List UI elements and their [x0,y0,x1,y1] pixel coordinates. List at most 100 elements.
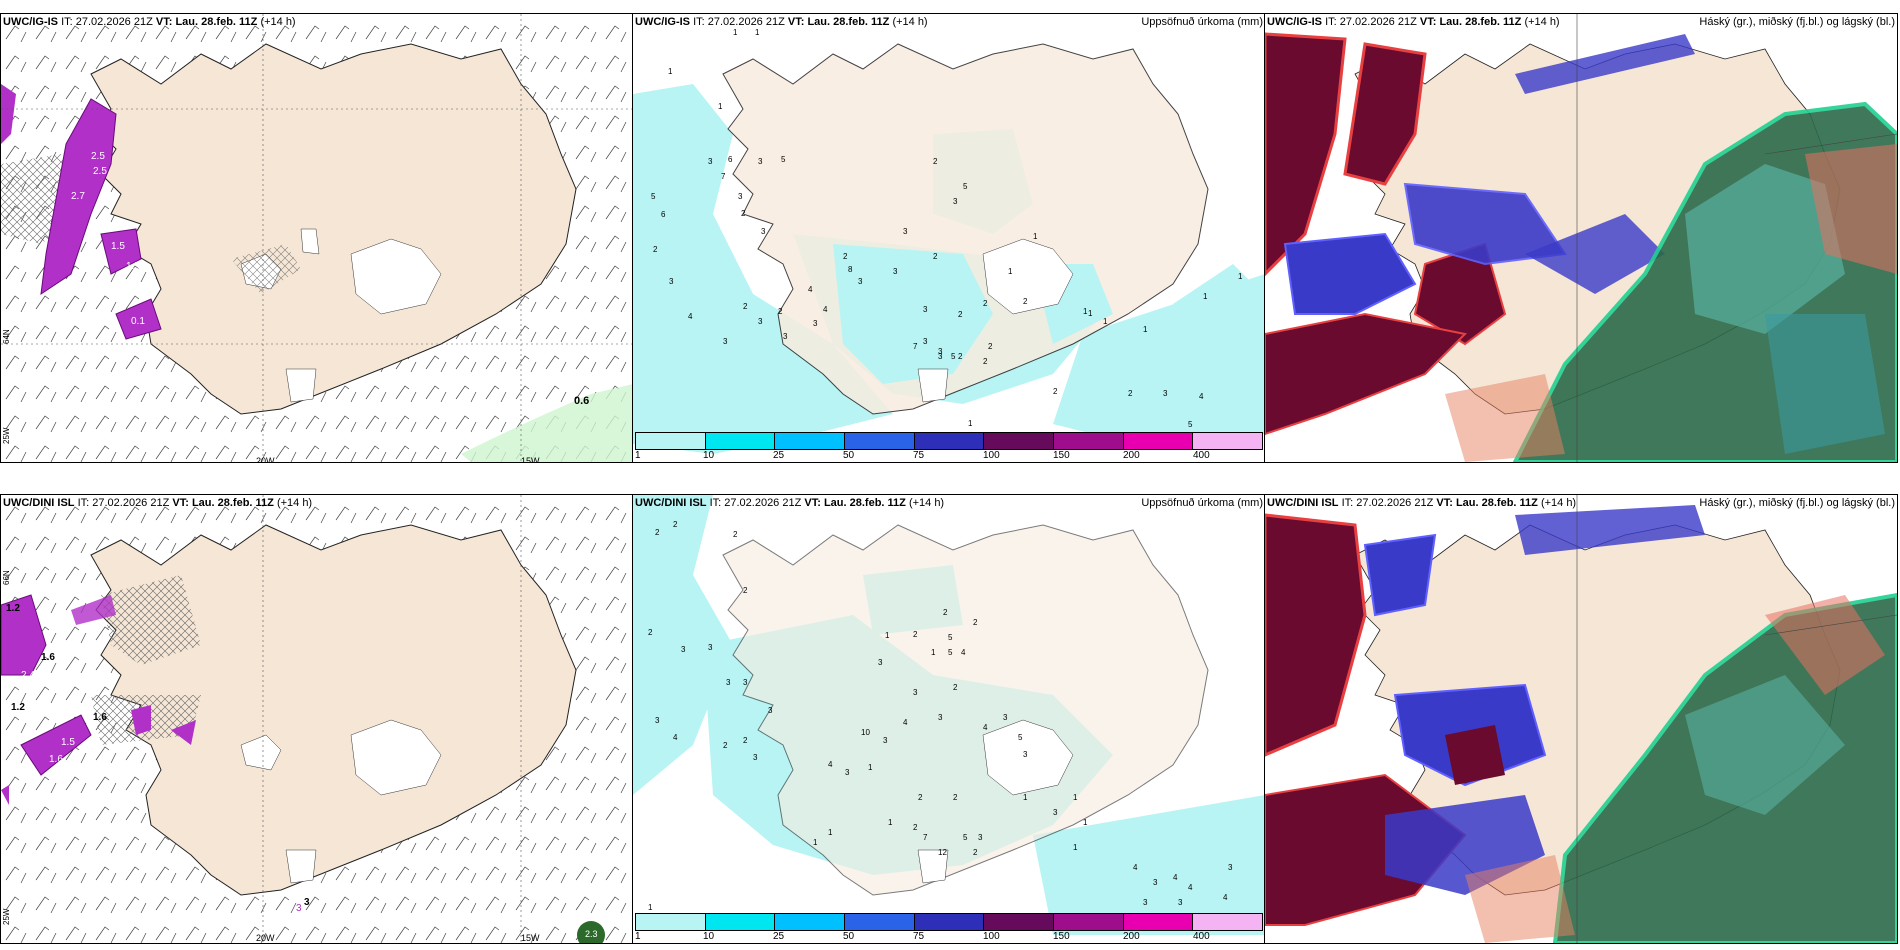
svg-text:1: 1 [1023,793,1028,802]
map-panel-bottom-left: 1.2 1.6 1.2 1.6 2.4 1.5 1.6 3 3 2.3 20W … [0,494,634,944]
map-panel-bottom-middle: 2 2 2 2 3 3 2 3 3 3 4 2 2 3 3 10 3 4 3 2… [632,494,1266,944]
legend-labels: 1 10 25 50 75 100 150 200 400 [635,931,1210,942]
value-label: 1.5 [126,261,140,272]
value-label: 1.2 [6,603,20,614]
svg-text:2: 2 [988,342,993,351]
svg-text:3: 3 [938,713,943,722]
svg-text:2: 2 [953,683,958,692]
lat-label: 66N [633,567,635,580]
panel-header: UWC/IG-IS IT: 27.02.2026 21Z VT: Lau. 28… [3,16,296,28]
svg-text:3: 3 [923,337,928,346]
svg-text:3: 3 [878,658,883,667]
svg-text:3: 3 [938,347,943,356]
svg-text:3: 3 [681,645,686,654]
svg-text:3: 3 [1178,898,1183,907]
svg-text:2: 2 [958,352,963,361]
precip-map-top: 1 1 1 1 3 6 5 7 5 6 3 3 2 3 2 4 3 2 3 2 … [633,28,1265,454]
svg-text:3: 3 [858,277,863,286]
svg-text:1: 1 [1083,307,1088,316]
lon-label: 25W [2,427,11,444]
svg-text:1: 1 [1103,317,1108,326]
svg-text:2: 2 [953,793,958,802]
svg-text:5: 5 [1018,733,1023,742]
svg-text:2: 2 [741,209,746,218]
value-label: 2.5 [91,151,105,162]
precip-legend [635,913,1263,931]
svg-text:3: 3 [1153,878,1158,887]
lon-label: 25W [2,908,11,925]
map-panel-top-left: 0.6 2.5 2.5 2.7 1.5 1.5 0.1 20W 15W 64N … [0,13,634,463]
value-label: 3 [304,897,310,908]
svg-text:3: 3 [669,277,674,286]
value-label: 1.2 [11,702,25,713]
svg-text:3: 3 [953,197,958,206]
svg-text:3: 3 [913,688,918,697]
map-panel-top-right: UWC/IG-IS IT: 27.02.2026 21Z VT: Lau. 28… [1264,13,1898,463]
map-panel-top-middle: 1 1 1 1 3 6 5 7 5 6 3 3 2 3 2 4 3 2 3 2 … [632,13,1266,463]
svg-text:2: 2 [973,618,978,627]
panel-header: UWC/DINI ISL IT: 27.02.2026 21Z VT: Lau.… [3,497,313,509]
svg-text:5: 5 [963,182,968,191]
value-label: 0.1 [131,316,145,327]
svg-text:5: 5 [963,833,968,842]
svg-text:2: 2 [913,630,918,639]
svg-text:5: 5 [651,192,656,201]
wind-map-bottom: 1.2 1.6 1.2 1.6 2.4 1.5 1.6 3 3 2.3 20W … [1,495,633,943]
svg-text:3: 3 [845,768,850,777]
value-label: 1.5 [111,241,125,252]
svg-text:1: 1 [648,903,653,912]
svg-text:1: 1 [885,631,890,640]
svg-text:4: 4 [983,723,988,732]
svg-text:2: 2 [653,245,658,254]
svg-text:3: 3 [726,678,731,687]
svg-text:2: 2 [648,628,653,637]
svg-text:1: 1 [1088,309,1093,318]
svg-text:4: 4 [1223,893,1228,902]
svg-text:3: 3 [1163,389,1168,398]
lat-label: 64N [2,329,11,344]
svg-text:4: 4 [688,312,693,321]
svg-text:1: 1 [668,67,673,76]
svg-text:6: 6 [661,210,666,219]
svg-text:3: 3 [758,317,763,326]
svg-text:1: 1 [1073,843,1078,852]
svg-text:3: 3 [758,157,763,166]
svg-text:3: 3 [708,643,713,652]
legend-labels: 1 10 25 50 75 100 150 200 400 [635,450,1210,461]
value-label: 2.4 [21,670,35,681]
value-label: 2.7 [71,191,85,202]
value-label: 3 [296,903,302,914]
iceland-land [90,43,577,415]
svg-text:1: 1 [1203,292,1208,301]
svg-text:12: 12 [938,848,947,857]
svg-text:2: 2 [843,252,848,261]
cloud-map-bottom [1265,495,1897,943]
svg-text:2: 2 [918,793,923,802]
svg-text:3: 3 [1228,863,1233,872]
svg-text:3: 3 [938,352,943,361]
svg-text:3: 3 [903,227,908,236]
lat-label: 66N [2,570,11,585]
panel-title: Uppsöfnuð úrkoma (mm) [1141,497,1263,509]
svg-text:1: 1 [931,648,936,657]
svg-text:1: 1 [1143,325,1148,334]
svg-text:1: 1 [718,102,723,111]
svg-text:1: 1 [1083,818,1088,827]
svg-text:5: 5 [948,633,953,642]
svg-text:4: 4 [673,733,678,742]
svg-text:2: 2 [943,608,948,617]
svg-text:1: 1 [733,28,738,37]
precip-numbers: 2 2 2 2 3 3 2 3 3 3 4 2 2 3 3 10 3 4 3 2… [648,520,1233,922]
svg-text:3: 3 [783,332,788,341]
svg-text:2: 2 [673,520,678,529]
lon-label-20w: 20W [256,456,275,462]
lon-label-20w: 20W [256,933,275,943]
lat-label: 64N [633,807,635,820]
svg-text:3: 3 [923,305,928,314]
map-panel-bottom-right: UWC/DINI ISL IT: 27.02.2026 21Z VT: Lau.… [1264,494,1898,944]
panel-header: UWC/IG-IS IT: 27.02.2026 21Z VT: Lau. 28… [635,16,928,28]
svg-text:2: 2 [733,530,738,539]
panel-header: UWC/IG-IS IT: 27.02.2026 21Z VT: Lau. 28… [1267,16,1560,28]
svg-text:3: 3 [753,753,758,762]
precip-legend [635,432,1263,450]
